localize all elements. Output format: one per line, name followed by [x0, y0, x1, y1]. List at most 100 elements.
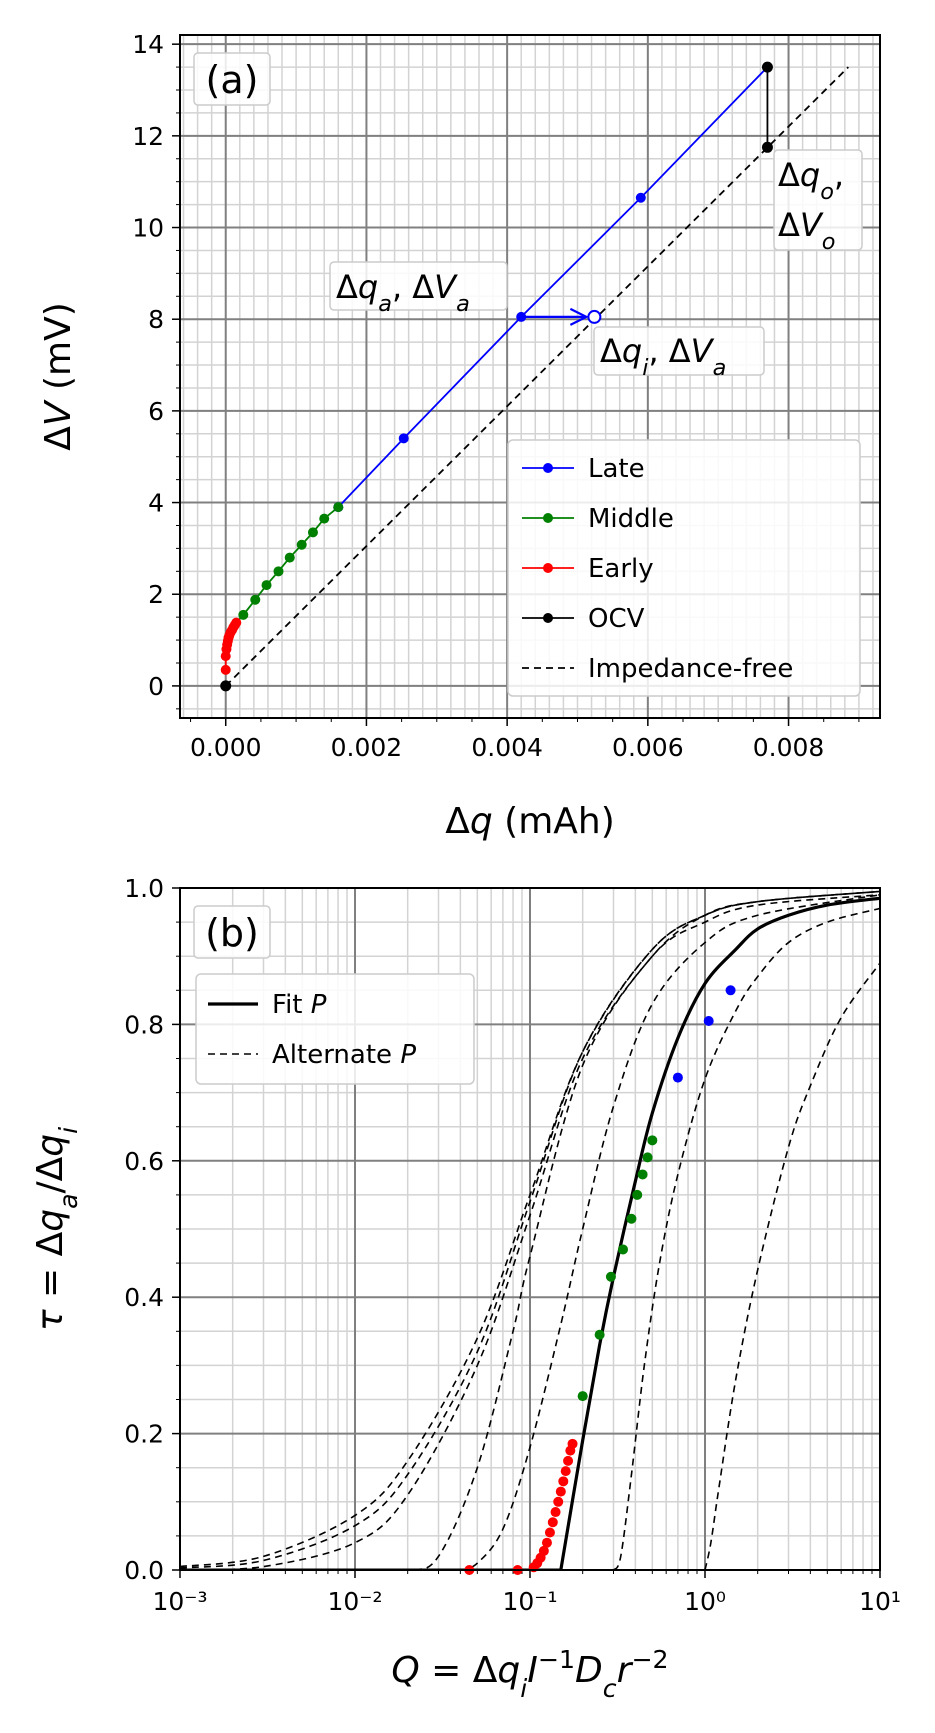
y-tick-label: 10 — [132, 214, 164, 243]
dqi-open-circle — [587, 309, 602, 324]
annotation-box-i — [593, 326, 765, 376]
early-point — [555, 1486, 566, 1497]
y-tick-label: 0.2 — [124, 1420, 164, 1449]
y-tick-label: 4 — [148, 489, 164, 518]
middle-point — [626, 1213, 637, 1224]
middle-point — [577, 1391, 588, 1402]
legend-b — [195, 973, 475, 1085]
y-tick-label: 1.0 — [124, 874, 164, 903]
legend-label: Alternate P — [272, 1040, 416, 1070]
axes-frame-b — [179, 887, 881, 1571]
middle-point — [307, 527, 318, 538]
early-point — [567, 1438, 578, 1449]
curves — [180, 890, 880, 1570]
x-tick-label: 10⁻² — [327, 1587, 382, 1616]
early-point — [544, 1527, 555, 1538]
middle-point — [273, 566, 284, 577]
legend-label: Middle — [588, 504, 674, 534]
legend-a — [507, 439, 861, 697]
legend-label: Impedance-free — [588, 654, 793, 684]
early-point — [560, 1466, 571, 1477]
late-point — [635, 192, 646, 203]
middle-point — [637, 1169, 648, 1180]
legend-label: OCV — [588, 604, 645, 634]
y-tick-label: 0.8 — [124, 1010, 164, 1039]
x-tick-label: 0.002 — [331, 733, 403, 762]
ocv-point — [220, 680, 232, 692]
middle-point — [333, 502, 344, 513]
middle-point — [296, 539, 307, 550]
fit-p-curve — [559, 896, 880, 1570]
early-point — [550, 1507, 561, 1518]
y-axis-label-a: ΔV (mV) — [38, 302, 79, 451]
early-point — [541, 1537, 552, 1548]
annotation-dqi: Δqi, ΔVa — [600, 332, 726, 381]
y-tick-label: 12 — [132, 122, 164, 151]
impedance-free-line — [225, 66, 849, 687]
x-tick-label: 0.004 — [471, 733, 543, 762]
x-tick-label: 10⁻³ — [152, 1587, 207, 1616]
middle-point — [647, 1135, 658, 1146]
legend-marker — [543, 463, 553, 473]
middle-point — [618, 1244, 629, 1255]
alternate-p-curve — [355, 894, 880, 1570]
axes-frame-a — [179, 34, 881, 719]
late-point — [398, 433, 409, 444]
panel-b: 10⁻³ 10⁻² 10⁻¹ 10⁰ 10¹ 0.0 0.2 0.4 0.6 0.8 1.0 (b) F… — [30, 874, 901, 1703]
y-tick-label: 6 — [148, 397, 164, 426]
arrow-head — [569, 307, 589, 326]
middle-point — [632, 1189, 643, 1200]
annotation-box-a — [329, 261, 508, 311]
alternate-p-curve — [704, 962, 880, 1570]
panel-label-b: (b) — [205, 911, 259, 955]
middle-point — [594, 1329, 605, 1340]
y-tick-label: 0.0 — [124, 1556, 164, 1585]
alternate-p-curve — [612, 907, 880, 1570]
early-point — [538, 1545, 549, 1556]
legend-label: Early — [588, 554, 654, 584]
x-tick-label: 0.008 — [753, 733, 825, 762]
x-axis-label-b: Q = ΔqiI−1Dcr−2 — [391, 1645, 668, 1703]
alternate-p-curve — [180, 890, 880, 1570]
x-tick-label: 10⁰ — [684, 1587, 726, 1616]
early-point — [563, 1455, 574, 1466]
x-tick-label: 0.000 — [190, 733, 262, 762]
x-axis-label-a: Δq (mAh) — [445, 801, 615, 842]
y-tick-label: 8 — [148, 305, 164, 334]
y-tick-label: 0 — [148, 672, 164, 701]
alternate-p-curve — [460, 894, 880, 1570]
early-point — [220, 664, 231, 675]
late-point — [672, 1072, 683, 1083]
x-tick-label: 10¹ — [859, 1587, 901, 1616]
panel-a: 0.000 0.002 0.004 0.006 0.008 0 2 4 6 8 10 12 14 Δqa,… — [38, 30, 881, 842]
legend-marker — [543, 613, 553, 623]
middle-point — [261, 580, 272, 591]
panel-label-a: (a) — [206, 58, 259, 102]
y-tick-label: 14 — [132, 30, 164, 59]
annotation-dqa: Δqa, ΔVa — [336, 268, 470, 317]
panel-label-box-b — [193, 905, 271, 959]
early-point — [231, 617, 242, 628]
legend-label: Late — [588, 454, 645, 484]
annotation-box-o — [773, 149, 863, 251]
middle-point — [605, 1271, 616, 1282]
early-point — [558, 1476, 569, 1487]
y-tick-label: 0.6 — [124, 1147, 164, 1176]
annotation-dqo: Δqo, — [778, 156, 844, 205]
ocv-point — [761, 61, 773, 73]
y-axis-label-b: τ = Δqa/Δqi — [30, 1127, 83, 1331]
y-tick-label: 2 — [148, 580, 164, 609]
late-point — [703, 1015, 714, 1026]
early-point — [547, 1517, 558, 1528]
late-point — [725, 985, 736, 996]
legend-marker — [543, 563, 553, 573]
middle-point — [238, 609, 249, 620]
annotation-dvo: ΔVo — [778, 206, 835, 255]
y-tick-label: 0.4 — [124, 1283, 164, 1312]
early-point — [553, 1496, 564, 1507]
x-tick-label: 10⁻¹ — [502, 1587, 557, 1616]
middle-point — [319, 513, 330, 524]
legend-marker — [543, 513, 553, 523]
ocv-point — [761, 141, 773, 153]
